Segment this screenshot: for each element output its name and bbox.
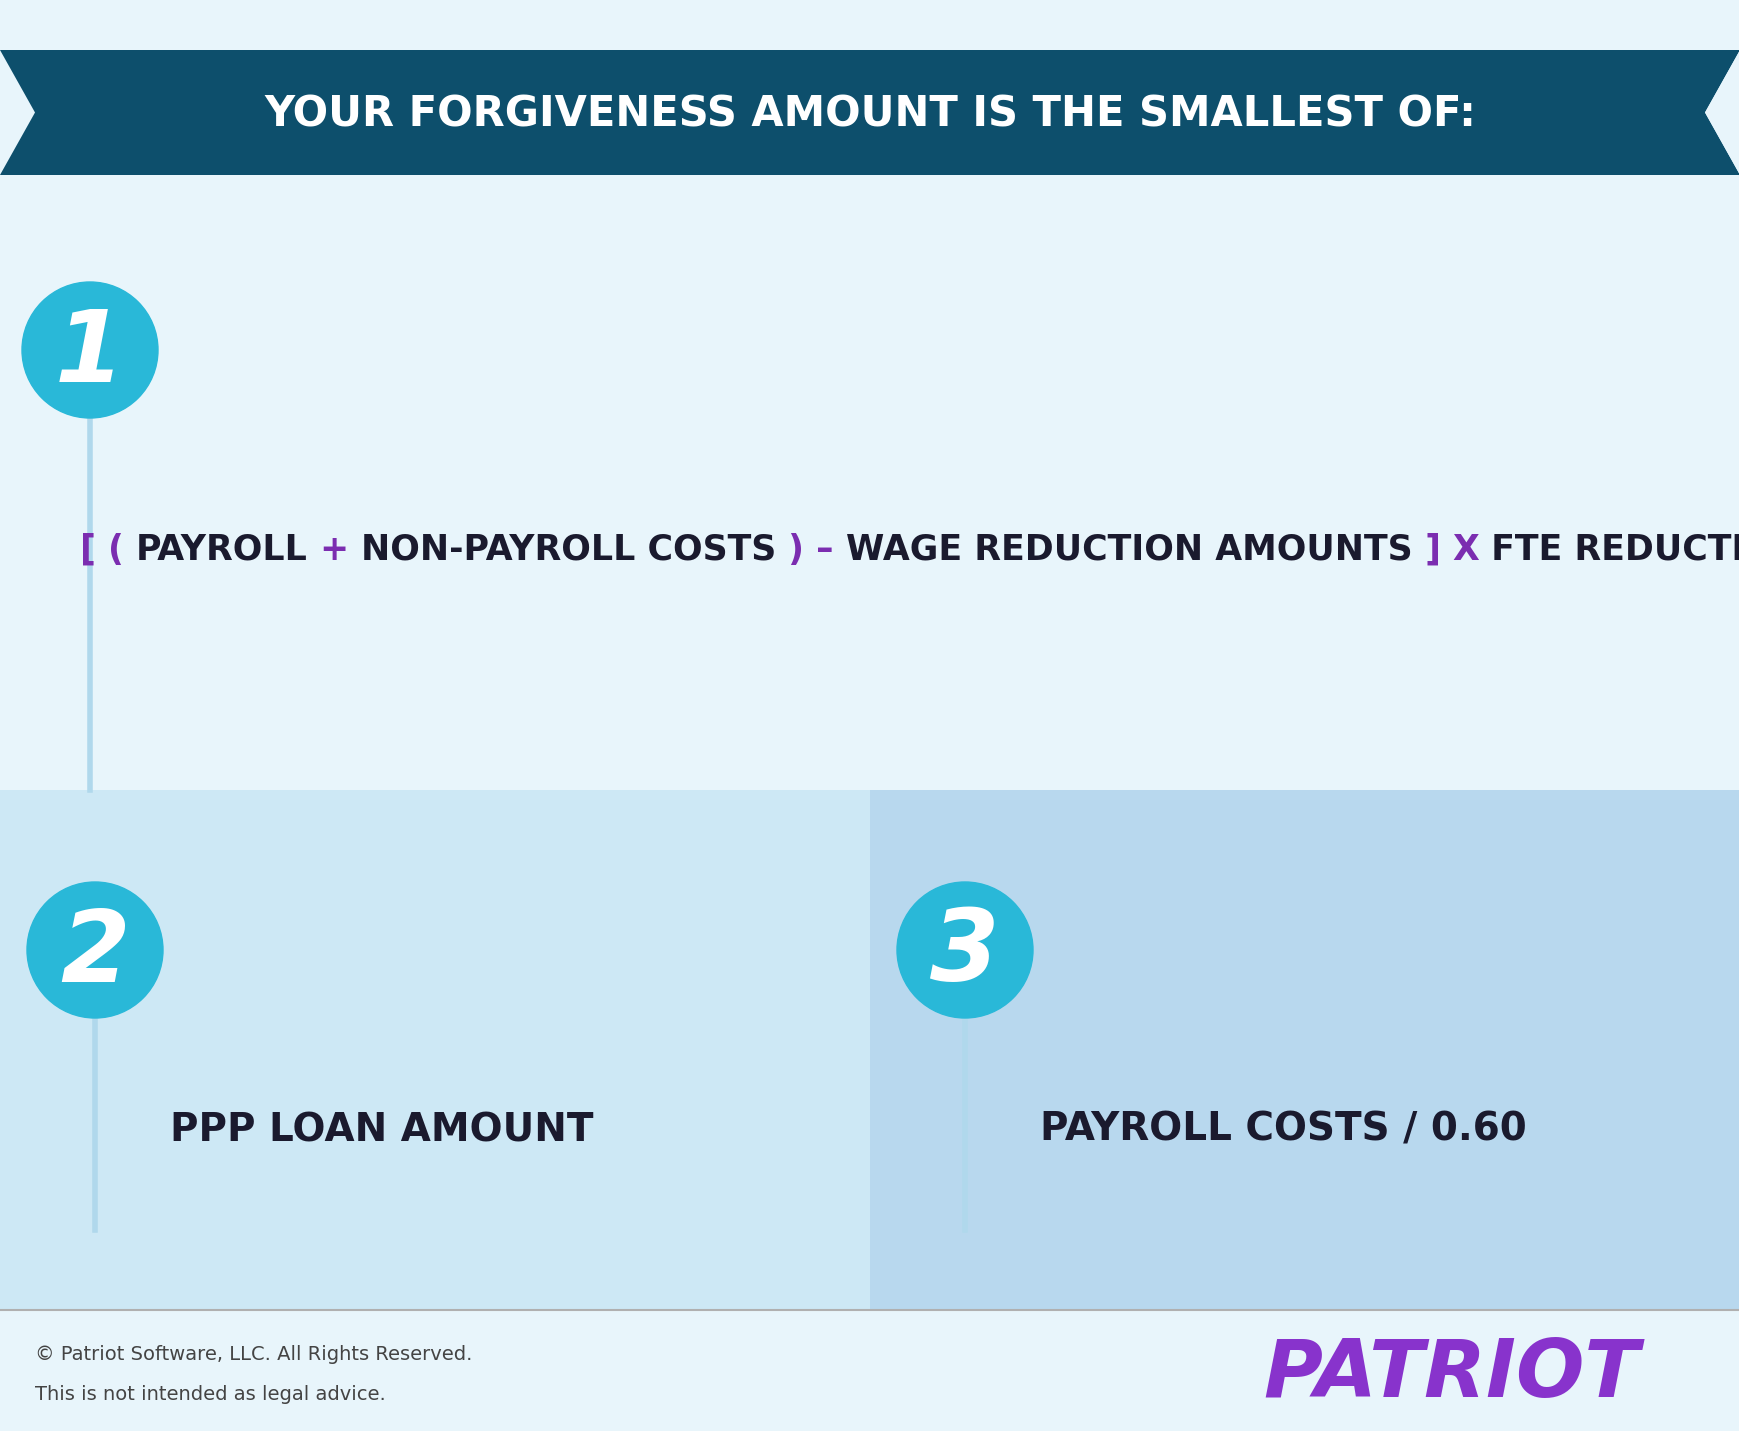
Polygon shape [1704, 50, 1739, 175]
Polygon shape [0, 50, 104, 175]
Text: ]: ] [1412, 532, 1452, 567]
Polygon shape [70, 50, 1054, 175]
Circle shape [28, 881, 163, 1017]
Polygon shape [870, 790, 1739, 1309]
Circle shape [897, 881, 1033, 1017]
Text: 3: 3 [930, 906, 1000, 1003]
Text: PPP LOAN AMOUNT: PPP LOAN AMOUNT [170, 1110, 593, 1149]
Text: PAYROLL COSTS / 0.60: PAYROLL COSTS / 0.60 [1040, 1110, 1525, 1149]
Polygon shape [1054, 50, 1739, 175]
Text: FTE REDUCTION QUOTIENT: FTE REDUCTION QUOTIENT [1478, 532, 1739, 567]
Text: PAYROLL: PAYROLL [136, 532, 308, 567]
Text: +: + [308, 532, 362, 567]
Text: 1: 1 [56, 305, 125, 402]
Polygon shape [0, 790, 870, 1309]
Text: PATRIOT: PATRIOT [1263, 1337, 1640, 1414]
Polygon shape [0, 50, 35, 175]
Text: X: X [1452, 532, 1478, 567]
Text: ) –: ) – [776, 532, 845, 567]
Text: WAGE REDUCTION AMOUNTS: WAGE REDUCTION AMOUNTS [845, 532, 1412, 567]
Text: 2: 2 [61, 906, 130, 1003]
Circle shape [23, 282, 158, 418]
Text: © Patriot Software, LLC. All Rights Reserved.: © Patriot Software, LLC. All Rights Rese… [35, 1345, 471, 1365]
Text: YOUR FORGIVENESS AMOUNT IS THE SMALLEST OF:: YOUR FORGIVENESS AMOUNT IS THE SMALLEST … [264, 93, 1475, 136]
Text: This is not intended as legal advice.: This is not intended as legal advice. [35, 1385, 386, 1404]
Text: NON-PAYROLL COSTS: NON-PAYROLL COSTS [362, 532, 776, 567]
Text: [ (: [ ( [80, 532, 136, 567]
